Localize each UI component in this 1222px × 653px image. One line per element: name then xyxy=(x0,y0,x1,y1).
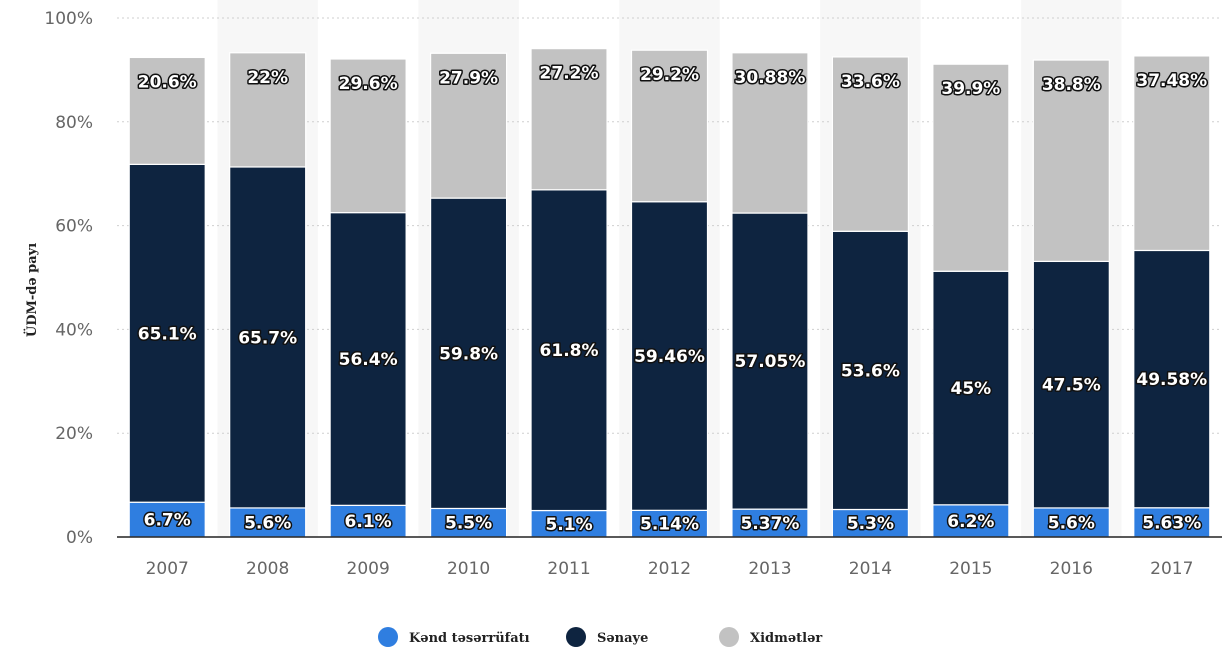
data-label: 59.8% xyxy=(439,344,498,364)
x-tick-label: 2009 xyxy=(347,559,390,579)
x-tick-label: 2017 xyxy=(1150,559,1193,579)
bars xyxy=(128,48,1211,538)
data-label: 5.6% xyxy=(244,513,291,533)
data-label: 39.9% xyxy=(941,79,1000,99)
x-tick-label: 2013 xyxy=(748,559,791,579)
data-label: 6.1% xyxy=(345,512,392,532)
data-label: 38.8% xyxy=(1042,75,1101,95)
legend-label: Kənd təsərrüfatı xyxy=(409,631,530,646)
bar-segment[interactable] xyxy=(1133,55,1211,252)
x-tick-label: 2014 xyxy=(849,559,892,579)
bar-segment[interactable] xyxy=(429,52,508,199)
data-label: 27.9% xyxy=(439,68,498,88)
data-label: 47.5% xyxy=(1042,376,1101,396)
legend-item[interactable]: Sənaye xyxy=(566,627,648,647)
data-label: 27.2% xyxy=(540,64,599,84)
data-label: 45% xyxy=(951,379,992,399)
x-axis-ticks: 2007 2008 2009 2010 2011 2012 2013 2014 2015 2016… xyxy=(146,559,1194,579)
data-label: 65.1% xyxy=(138,324,197,344)
legend-label: Sənaye xyxy=(597,631,648,646)
bar-segment[interactable] xyxy=(1032,59,1110,263)
data-label: 5.14% xyxy=(640,515,699,535)
y-tick-label: 80% xyxy=(55,113,93,133)
data-label: 5.37% xyxy=(740,514,799,534)
data-label: 29.2% xyxy=(640,65,699,85)
x-tick-label: 2012 xyxy=(648,559,691,579)
bar-segment[interactable] xyxy=(932,63,1010,272)
bar-segment[interactable] xyxy=(630,49,709,203)
legend-item[interactable]: Kənd təsərrüfatı xyxy=(378,627,530,647)
bar-segment[interactable] xyxy=(630,509,709,538)
data-label: 65.7% xyxy=(238,328,297,348)
bar-segment[interactable] xyxy=(630,201,709,511)
bar-segment[interactable] xyxy=(128,163,206,503)
bar-segment[interactable] xyxy=(932,504,1010,538)
x-tick-label: 2016 xyxy=(1050,559,1093,579)
data-label: 29.6% xyxy=(339,74,398,94)
bar-segment[interactable] xyxy=(530,48,608,191)
data-label: 53.6% xyxy=(841,361,900,381)
y-tick-label: 60% xyxy=(55,217,93,237)
bar-segment[interactable] xyxy=(1032,260,1110,509)
y-tick-label: 0% xyxy=(66,528,93,548)
data-label: 5.6% xyxy=(1048,513,1095,533)
x-tick-label: 2010 xyxy=(447,559,490,579)
y-tick-label: 40% xyxy=(55,320,93,340)
legend: Kənd təsərrüfatı Sənaye Xidmətlər xyxy=(378,627,822,647)
y-axis-ticks: 0% 20% 40% 60% 80% 100% xyxy=(44,9,93,548)
y-tick-label: 100% xyxy=(44,9,93,29)
x-tick-label: 2008 xyxy=(246,559,289,579)
x-tick-label: 2011 xyxy=(547,559,590,579)
data-label: 22% xyxy=(247,68,288,88)
bar-segment[interactable] xyxy=(1133,249,1211,509)
data-label: 20.6% xyxy=(138,72,197,92)
data-label: 5.1% xyxy=(545,515,592,535)
bar-segment[interactable] xyxy=(128,501,206,538)
bar-segment[interactable] xyxy=(128,56,206,165)
data-label: 5.5% xyxy=(445,514,492,534)
bar-segment[interactable] xyxy=(229,52,307,168)
y-tick-label: 20% xyxy=(55,424,93,444)
data-label: 59.46% xyxy=(634,347,705,367)
legend-marker xyxy=(719,627,739,647)
bar-segment[interactable] xyxy=(831,56,910,232)
legend-marker xyxy=(378,627,398,647)
data-label: 61.8% xyxy=(540,341,599,361)
data-label: 57.05% xyxy=(735,352,806,372)
data-label: 6.2% xyxy=(947,512,994,532)
bar-segment[interactable] xyxy=(329,212,407,506)
x-tick-label: 2007 xyxy=(146,559,189,579)
data-label: 49.58% xyxy=(1136,370,1207,390)
data-labels: 6.7% 65.1% 20.6% 5.6% 65.7% 22% 6.1% 56.4% 29.6%… xyxy=(136,62,1208,536)
data-label: 37.48% xyxy=(1136,71,1207,91)
data-label: 5.63% xyxy=(1142,513,1201,533)
bar-segment[interactable] xyxy=(831,230,910,511)
bar-segment[interactable] xyxy=(731,508,809,538)
legend-item[interactable]: Xidmətlər xyxy=(719,627,822,647)
bar-segment[interactable] xyxy=(731,52,809,214)
data-label: 6.7% xyxy=(144,511,191,531)
y-axis-title: ÜDM-də payı xyxy=(23,243,40,337)
bar-segment[interactable] xyxy=(329,58,407,214)
data-label: 5.3% xyxy=(847,514,894,534)
data-label: 56.4% xyxy=(339,350,398,370)
data-label: 30.88% xyxy=(735,68,806,88)
bar-segment[interactable] xyxy=(932,270,1010,506)
bar-segment[interactable] xyxy=(429,197,508,510)
x-tick-label: 2015 xyxy=(949,559,992,579)
legend-label: Xidmətlər xyxy=(750,631,822,646)
legend-marker xyxy=(566,627,586,647)
data-label: 33.6% xyxy=(841,72,900,92)
bar-segment[interactable] xyxy=(731,212,809,510)
